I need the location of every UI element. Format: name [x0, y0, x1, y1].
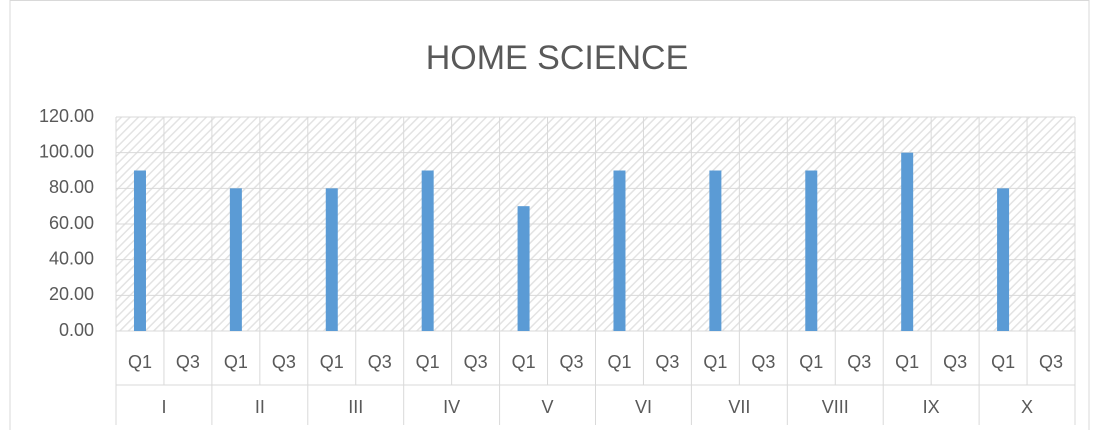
x-tick-label: Q1 [607, 352, 631, 372]
x-tick-label: Q3 [943, 352, 967, 372]
chart-title: HOME SCIENCE [426, 39, 689, 77]
y-tick-label: 40.00 [49, 248, 94, 268]
group-label: VI [635, 397, 652, 417]
bar [229, 188, 242, 331]
group-label: X [1021, 397, 1033, 417]
x-tick-label: Q3 [368, 352, 392, 372]
x-tick-label: Q1 [895, 352, 919, 372]
bar [805, 170, 818, 331]
x-tick-label: Q3 [272, 352, 296, 372]
bar [901, 152, 914, 331]
y-tick-label: 20.00 [49, 284, 94, 304]
y-tick-label: 60.00 [49, 213, 94, 233]
group-label: I [161, 397, 166, 417]
bar [517, 206, 530, 331]
group-label: VII [728, 397, 750, 417]
bar [613, 170, 626, 331]
x-tick-label: Q1 [799, 352, 823, 372]
x-tick-label: Q1 [320, 352, 344, 372]
x-tick-label: Q3 [751, 352, 775, 372]
y-tick-label: 120.00 [39, 106, 94, 126]
bar [133, 170, 146, 331]
x-tick-label: Q1 [512, 352, 536, 372]
bar [709, 170, 722, 331]
group-label: IV [443, 397, 460, 417]
x-tick-label: Q3 [464, 352, 488, 372]
group-label: V [542, 397, 554, 417]
x-tick-label: Q1 [416, 352, 440, 372]
y-tick-label: 0.00 [59, 320, 94, 340]
x-tick-label: Q3 [655, 352, 679, 372]
x-tick-label: Q1 [991, 352, 1015, 372]
x-tick-label: Q1 [224, 352, 248, 372]
group-label: IX [923, 397, 940, 417]
x-tick-label: Q3 [176, 352, 200, 372]
bar [997, 188, 1010, 331]
x-tick-label: Q3 [560, 352, 584, 372]
y-tick-label: 80.00 [49, 177, 94, 197]
group-label: VIII [822, 397, 849, 417]
x-tick-label: Q3 [1039, 352, 1063, 372]
group-label: II [255, 397, 265, 417]
bar [421, 170, 434, 331]
bar [325, 188, 338, 331]
x-tick-label: Q1 [703, 352, 727, 372]
y-tick-label: 100.00 [39, 141, 94, 161]
group-label: III [348, 397, 363, 417]
x-tick-label: Q3 [847, 352, 871, 372]
x-tick-label: Q1 [128, 352, 152, 372]
